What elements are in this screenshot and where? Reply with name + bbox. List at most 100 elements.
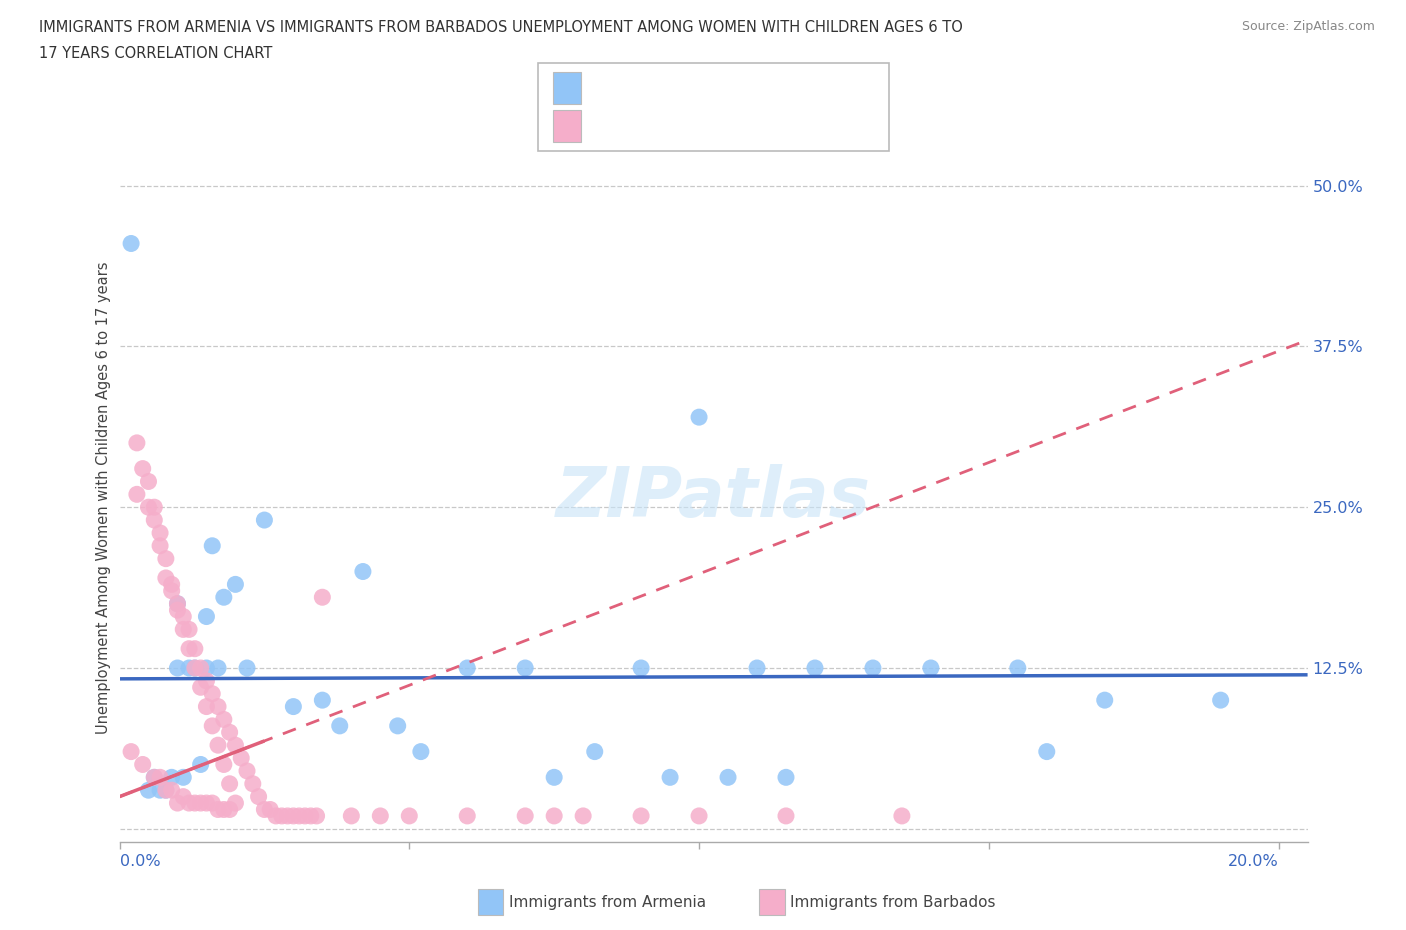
Point [195,699,218,714]
Point [294,808,316,823]
Text: Immigrants from Armenia: Immigrants from Armenia [509,895,706,910]
Point [231,751,253,765]
Point [138,474,160,489]
Point [177,622,200,637]
Point [149,538,172,553]
Text: Immigrants from Barbados: Immigrants from Barbados [790,895,995,910]
Text: 43: 43 [741,79,765,97]
Point [920,660,942,675]
Point [659,770,682,785]
Y-axis label: Unemployment Among Women with Children Ages 6 to 17 years: Unemployment Among Women with Children A… [96,261,111,734]
Point [195,660,218,675]
Point [264,808,287,823]
Point [630,808,652,823]
Text: N =: N = [696,117,733,135]
Point [543,808,565,823]
Point [387,719,409,734]
Point [1007,660,1029,675]
Point [207,660,229,675]
Point [190,660,212,675]
Text: 0.114: 0.114 [637,117,689,135]
Point [195,796,218,811]
Point [160,583,183,598]
Point [177,642,200,657]
Point [277,808,299,823]
Point [775,770,797,785]
Point [212,590,235,604]
Point [172,609,194,624]
Point [270,808,292,823]
Point [218,724,240,739]
Point [283,808,305,823]
Point [190,757,212,772]
Point [190,680,212,695]
Point [242,777,264,791]
Point [155,551,177,566]
Point [138,783,160,798]
Point [177,660,200,675]
Point [456,808,478,823]
Point [456,660,478,675]
Point [155,783,177,798]
Point [236,764,259,778]
Point [236,660,259,675]
Text: R =: R = [586,79,623,97]
Point [688,410,710,425]
Point [398,808,420,823]
Point [218,802,240,817]
Point [890,808,912,823]
Point [283,699,305,714]
Point [218,777,240,791]
Text: N =: N = [696,79,733,97]
Point [212,712,235,727]
Point [125,487,148,502]
Point [212,757,235,772]
Point [120,744,142,759]
Point [149,770,172,785]
Point [247,790,270,804]
Point [177,796,200,811]
Point [543,770,565,785]
Point [131,461,153,476]
Point [572,808,595,823]
Point [160,770,183,785]
Point [745,660,768,675]
Point [862,660,884,675]
Text: ZIPatlas: ZIPatlas [555,464,872,531]
Point [160,577,183,591]
Point [207,802,229,817]
Text: R =: R = [586,117,627,135]
Point [172,622,194,637]
Point [195,673,218,688]
Point [329,719,352,734]
Point [804,660,827,675]
Point [149,783,172,798]
Point [201,686,224,701]
Text: 0.0%: 0.0% [120,854,160,869]
Point [125,435,148,450]
Point [259,802,281,817]
Point [688,808,710,823]
Text: 59: 59 [741,117,763,135]
Point [1036,744,1059,759]
Point [166,603,188,618]
Point [340,808,363,823]
Point [166,796,188,811]
Point [160,783,183,798]
Point [120,236,142,251]
Point [1209,693,1232,708]
Point [190,796,212,811]
Point [201,796,224,811]
Point [583,744,606,759]
Point [195,609,218,624]
Point [143,770,166,785]
Point [224,577,246,591]
Point [184,642,207,657]
Point [184,660,207,675]
Text: 20.0%: 20.0% [1227,854,1278,869]
Point [1094,693,1116,708]
Point [131,757,153,772]
Point [515,660,537,675]
Point [143,770,166,785]
Point [207,699,229,714]
